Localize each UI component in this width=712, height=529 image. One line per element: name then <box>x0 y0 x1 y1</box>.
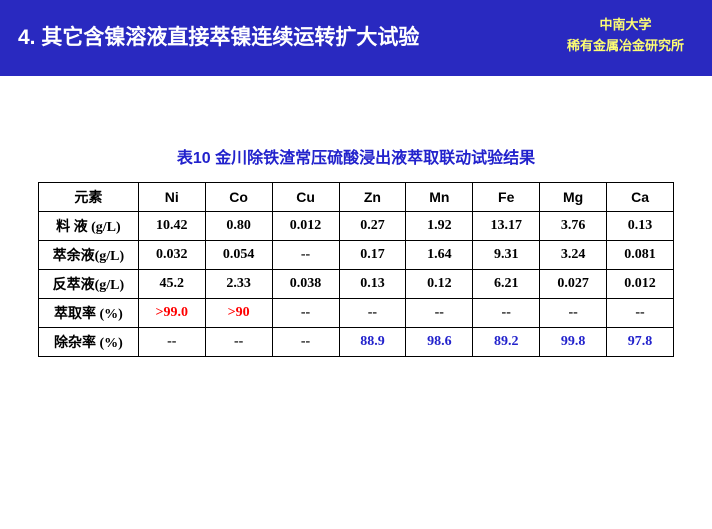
table-row: 萃余液(g/L)0.0320.054--0.171.649.313.240.08… <box>39 241 674 270</box>
table-cell: 0.13 <box>339 270 406 299</box>
table-cell: 97.8 <box>607 328 674 357</box>
table-cell: -- <box>473 299 540 328</box>
table-cell: 0.032 <box>138 241 205 270</box>
header-first: 元素 <box>39 183 139 212</box>
table-cell: 0.13 <box>607 212 674 241</box>
table-row: 反萃液(g/L)45.22.330.0380.130.126.210.0270.… <box>39 270 674 299</box>
table-cell: 98.6 <box>406 328 473 357</box>
table-cell: 0.038 <box>272 270 339 299</box>
table-row: 除杂率 (%)------88.998.689.299.897.8 <box>39 328 674 357</box>
table-cell: -- <box>540 299 607 328</box>
table-cell: 88.9 <box>339 328 406 357</box>
header-el: Mn <box>406 183 473 212</box>
row-label: 反萃液(g/L) <box>39 270 139 299</box>
results-table: 元素 Ni Co Cu Zn Mn Fe Mg Ca 料 液 (g/L)10.4… <box>38 182 674 357</box>
header-el: Ni <box>138 183 205 212</box>
table-cell: -- <box>339 299 406 328</box>
table-cell: >99.0 <box>138 299 205 328</box>
table-cell: 0.12 <box>406 270 473 299</box>
slide: 4. 其它含镍溶液直接萃镍连续运转扩大试验 中南大学 稀有金属冶金研究所 表10… <box>0 0 712 529</box>
table-cell: 0.081 <box>607 241 674 270</box>
table-cell: 89.2 <box>473 328 540 357</box>
org-line1: 中南大学 <box>567 15 684 36</box>
table-cell: 9.31 <box>473 241 540 270</box>
table-cell: 0.054 <box>205 241 272 270</box>
table-cell: -- <box>272 299 339 328</box>
header-el: Mg <box>540 183 607 212</box>
table-cell: 1.64 <box>406 241 473 270</box>
table-cell: -- <box>272 241 339 270</box>
header-el: Ca <box>607 183 674 212</box>
table-cell: 10.42 <box>138 212 205 241</box>
table-body: 料 液 (g/L)10.420.800.0120.271.9213.173.76… <box>39 212 674 357</box>
table-cell: 6.21 <box>473 270 540 299</box>
header-el: Co <box>205 183 272 212</box>
header-el: Cu <box>272 183 339 212</box>
table-cell: 0.27 <box>339 212 406 241</box>
table-cell: -- <box>607 299 674 328</box>
slide-title: 4. 其它含镍溶液直接萃镍连续运转扩大试验 <box>18 21 419 51</box>
row-label: 除杂率 (%) <box>39 328 139 357</box>
table-cell: -- <box>138 328 205 357</box>
table-cell: 99.8 <box>540 328 607 357</box>
table-cell: >90 <box>205 299 272 328</box>
header-el: Fe <box>473 183 540 212</box>
table-header-row: 元素 Ni Co Cu Zn Mn Fe Mg Ca <box>39 183 674 212</box>
header-bar: 4. 其它含镍溶液直接萃镍连续运转扩大试验 中南大学 稀有金属冶金研究所 <box>0 0 712 76</box>
table-cell: 13.17 <box>473 212 540 241</box>
table-cell: 3.24 <box>540 241 607 270</box>
table-cell: -- <box>406 299 473 328</box>
table-cell: 45.2 <box>138 270 205 299</box>
table-cell: 2.33 <box>205 270 272 299</box>
table-cell: 0.80 <box>205 212 272 241</box>
table-cell: 0.012 <box>272 212 339 241</box>
row-label: 料 液 (g/L) <box>39 212 139 241</box>
row-label: 萃取率 (%) <box>39 299 139 328</box>
row-label: 萃余液(g/L) <box>39 241 139 270</box>
header-el: Zn <box>339 183 406 212</box>
table-cell: 0.17 <box>339 241 406 270</box>
table-cell: -- <box>205 328 272 357</box>
table-cell: 0.027 <box>540 270 607 299</box>
table-row: 萃取率 (%)>99.0>90------------ <box>39 299 674 328</box>
table-caption: 表10 金川除铁渣常压硫酸浸出液萃取联动试验结果 <box>0 144 712 168</box>
table-cell: 3.76 <box>540 212 607 241</box>
org-line2: 稀有金属冶金研究所 <box>567 36 684 57</box>
table-row: 料 液 (g/L)10.420.800.0120.271.9213.173.76… <box>39 212 674 241</box>
org-block: 中南大学 稀有金属冶金研究所 <box>567 15 694 57</box>
table-cell: 1.92 <box>406 212 473 241</box>
table-cell: 0.012 <box>607 270 674 299</box>
table-cell: -- <box>272 328 339 357</box>
